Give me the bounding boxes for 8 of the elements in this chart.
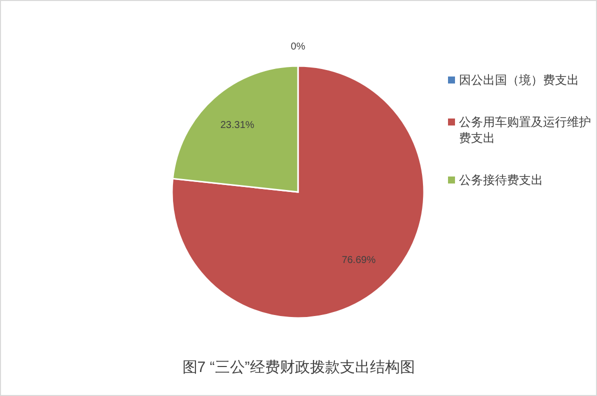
text: 图7 “三公”经费财政拨款支出结构图 [182,359,415,376]
legend-label: 因公出国（境）费支出 [459,73,579,88]
legend-label: 公务用车购置及运行维护费支出 [459,115,591,146]
data-label: 23.31% [220,120,254,132]
pie-slice [171,65,425,319]
text: 0% [290,42,306,52]
data-label: 76.69% [342,254,376,266]
legend-label: 公务接待费支出 [459,173,543,188]
